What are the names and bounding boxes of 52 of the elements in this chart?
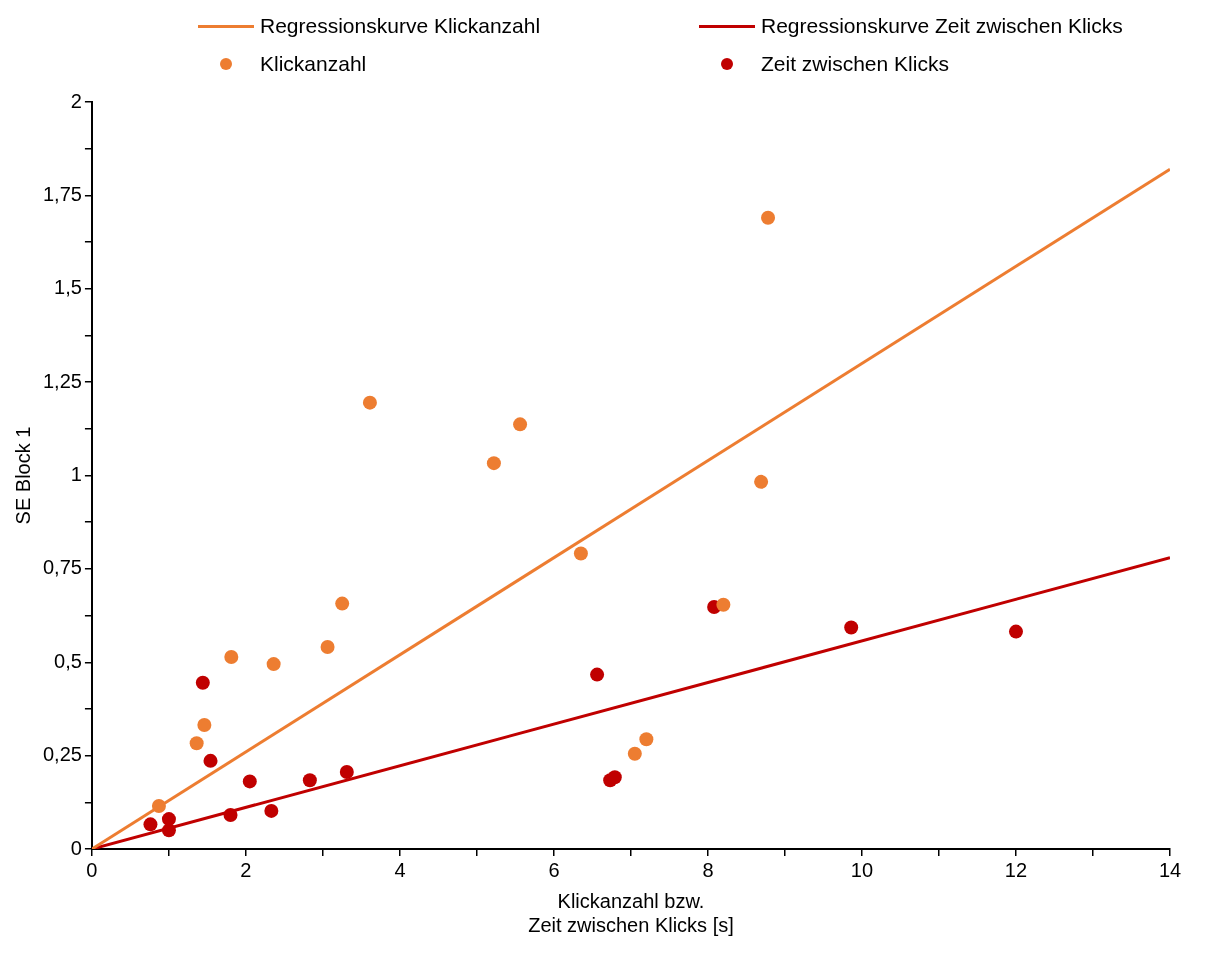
y-tick-label: 2 bbox=[70, 89, 82, 112]
legend-label: Zeit zwischen Klicks bbox=[761, 52, 949, 76]
y-tick-label: 1 bbox=[70, 463, 82, 486]
point bbox=[754, 474, 769, 489]
point bbox=[242, 774, 257, 789]
point bbox=[339, 765, 354, 780]
x-tick-label: 2 bbox=[240, 858, 252, 881]
point bbox=[607, 770, 622, 785]
legend-label: Regressionskurve Klickanzahl bbox=[260, 14, 541, 38]
point bbox=[161, 823, 176, 838]
point bbox=[266, 657, 281, 672]
point bbox=[513, 417, 528, 432]
y-tick-label: 0,5 bbox=[54, 649, 82, 672]
x-tick-label: 10 bbox=[850, 858, 874, 881]
point bbox=[761, 210, 776, 225]
x-tick-label: 6 bbox=[548, 858, 560, 881]
point bbox=[362, 395, 377, 410]
x-tick-label: 12 bbox=[1004, 858, 1028, 881]
y-tick-label: 0 bbox=[70, 836, 82, 859]
point bbox=[223, 808, 238, 823]
y-axis-title: SE Block 1 bbox=[11, 426, 34, 525]
point bbox=[195, 675, 210, 690]
y-tick-label: 0,75 bbox=[42, 556, 82, 579]
legend-label: Regressionskurve Zeit zwischen Klicks bbox=[761, 14, 1123, 38]
x-tick-label: 14 bbox=[1158, 858, 1182, 881]
point bbox=[627, 746, 642, 761]
point bbox=[1008, 624, 1023, 639]
legend-label: Klickanzahl bbox=[260, 52, 367, 76]
x-axis-title: Klickanzahl bzw. Zeit zwischen Klicks [s] bbox=[528, 889, 734, 936]
point bbox=[224, 650, 239, 665]
point bbox=[302, 773, 317, 788]
y-tick-label: 1,75 bbox=[42, 182, 82, 205]
point bbox=[639, 732, 654, 747]
point bbox=[716, 597, 731, 612]
y-tick-label: 1,5 bbox=[54, 276, 82, 299]
y-tick-label: 0,25 bbox=[42, 743, 82, 766]
point bbox=[189, 736, 204, 751]
x-tick-label: 0 bbox=[86, 858, 98, 881]
point bbox=[320, 639, 335, 654]
point bbox=[197, 718, 212, 732]
point bbox=[264, 803, 279, 818]
point bbox=[844, 620, 859, 635]
point bbox=[151, 799, 166, 814]
point bbox=[203, 753, 218, 768]
x-tick-label: 8 bbox=[702, 858, 714, 881]
y-tick-label: 1,25 bbox=[42, 369, 82, 392]
point bbox=[143, 817, 158, 832]
x-tick-label: 4 bbox=[394, 858, 406, 881]
point bbox=[590, 667, 605, 682]
point bbox=[335, 596, 350, 611]
point bbox=[486, 456, 501, 471]
point bbox=[573, 546, 588, 561]
